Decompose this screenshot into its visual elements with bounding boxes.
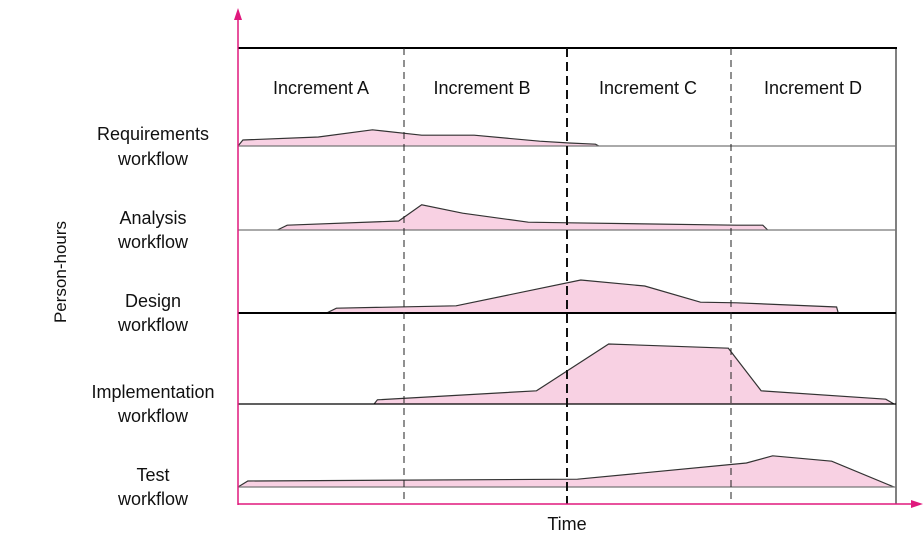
increment-d-label: Increment D [764, 78, 862, 98]
workflow-area-1 [277, 204, 768, 230]
workflow-outline-0 [237, 129, 600, 147]
workflow-label: Design [125, 291, 181, 311]
x-axis-label: Time [547, 514, 586, 534]
workflow-label: workflow [117, 315, 189, 335]
workflow-label: workflow [117, 149, 189, 169]
increment-c-label: Increment C [599, 78, 697, 98]
workflow-outline-2 [326, 279, 839, 314]
workflow-label: Requirements [97, 124, 209, 144]
increment-b-label: Increment B [433, 78, 530, 98]
workflow-label: Implementation [91, 382, 214, 402]
y-axis-arrow-icon [234, 8, 242, 20]
workflow-label: workflow [117, 406, 189, 426]
y-axis-label: Person-hours [51, 221, 70, 323]
workflow-area-2 [326, 280, 839, 313]
increment-a-label: Increment A [273, 78, 369, 98]
workflow-outline-1 [277, 204, 769, 231]
workflow-areas [237, 129, 895, 488]
workflow-label: Test [136, 465, 169, 485]
x-axis-arrow-icon [911, 500, 923, 508]
workflow-label: workflow [117, 232, 189, 252]
workflow-area-4 [238, 455, 894, 487]
workflow-outline-4 [237, 455, 895, 488]
workflow-labels: Requirements workflow Analysis workflow Desi… [91, 124, 214, 509]
workflow-label: workflow [117, 489, 189, 509]
workflow-area-0 [238, 129, 599, 146]
workflow-label: Analysis [119, 208, 186, 228]
workflow-area-3 [374, 344, 894, 404]
